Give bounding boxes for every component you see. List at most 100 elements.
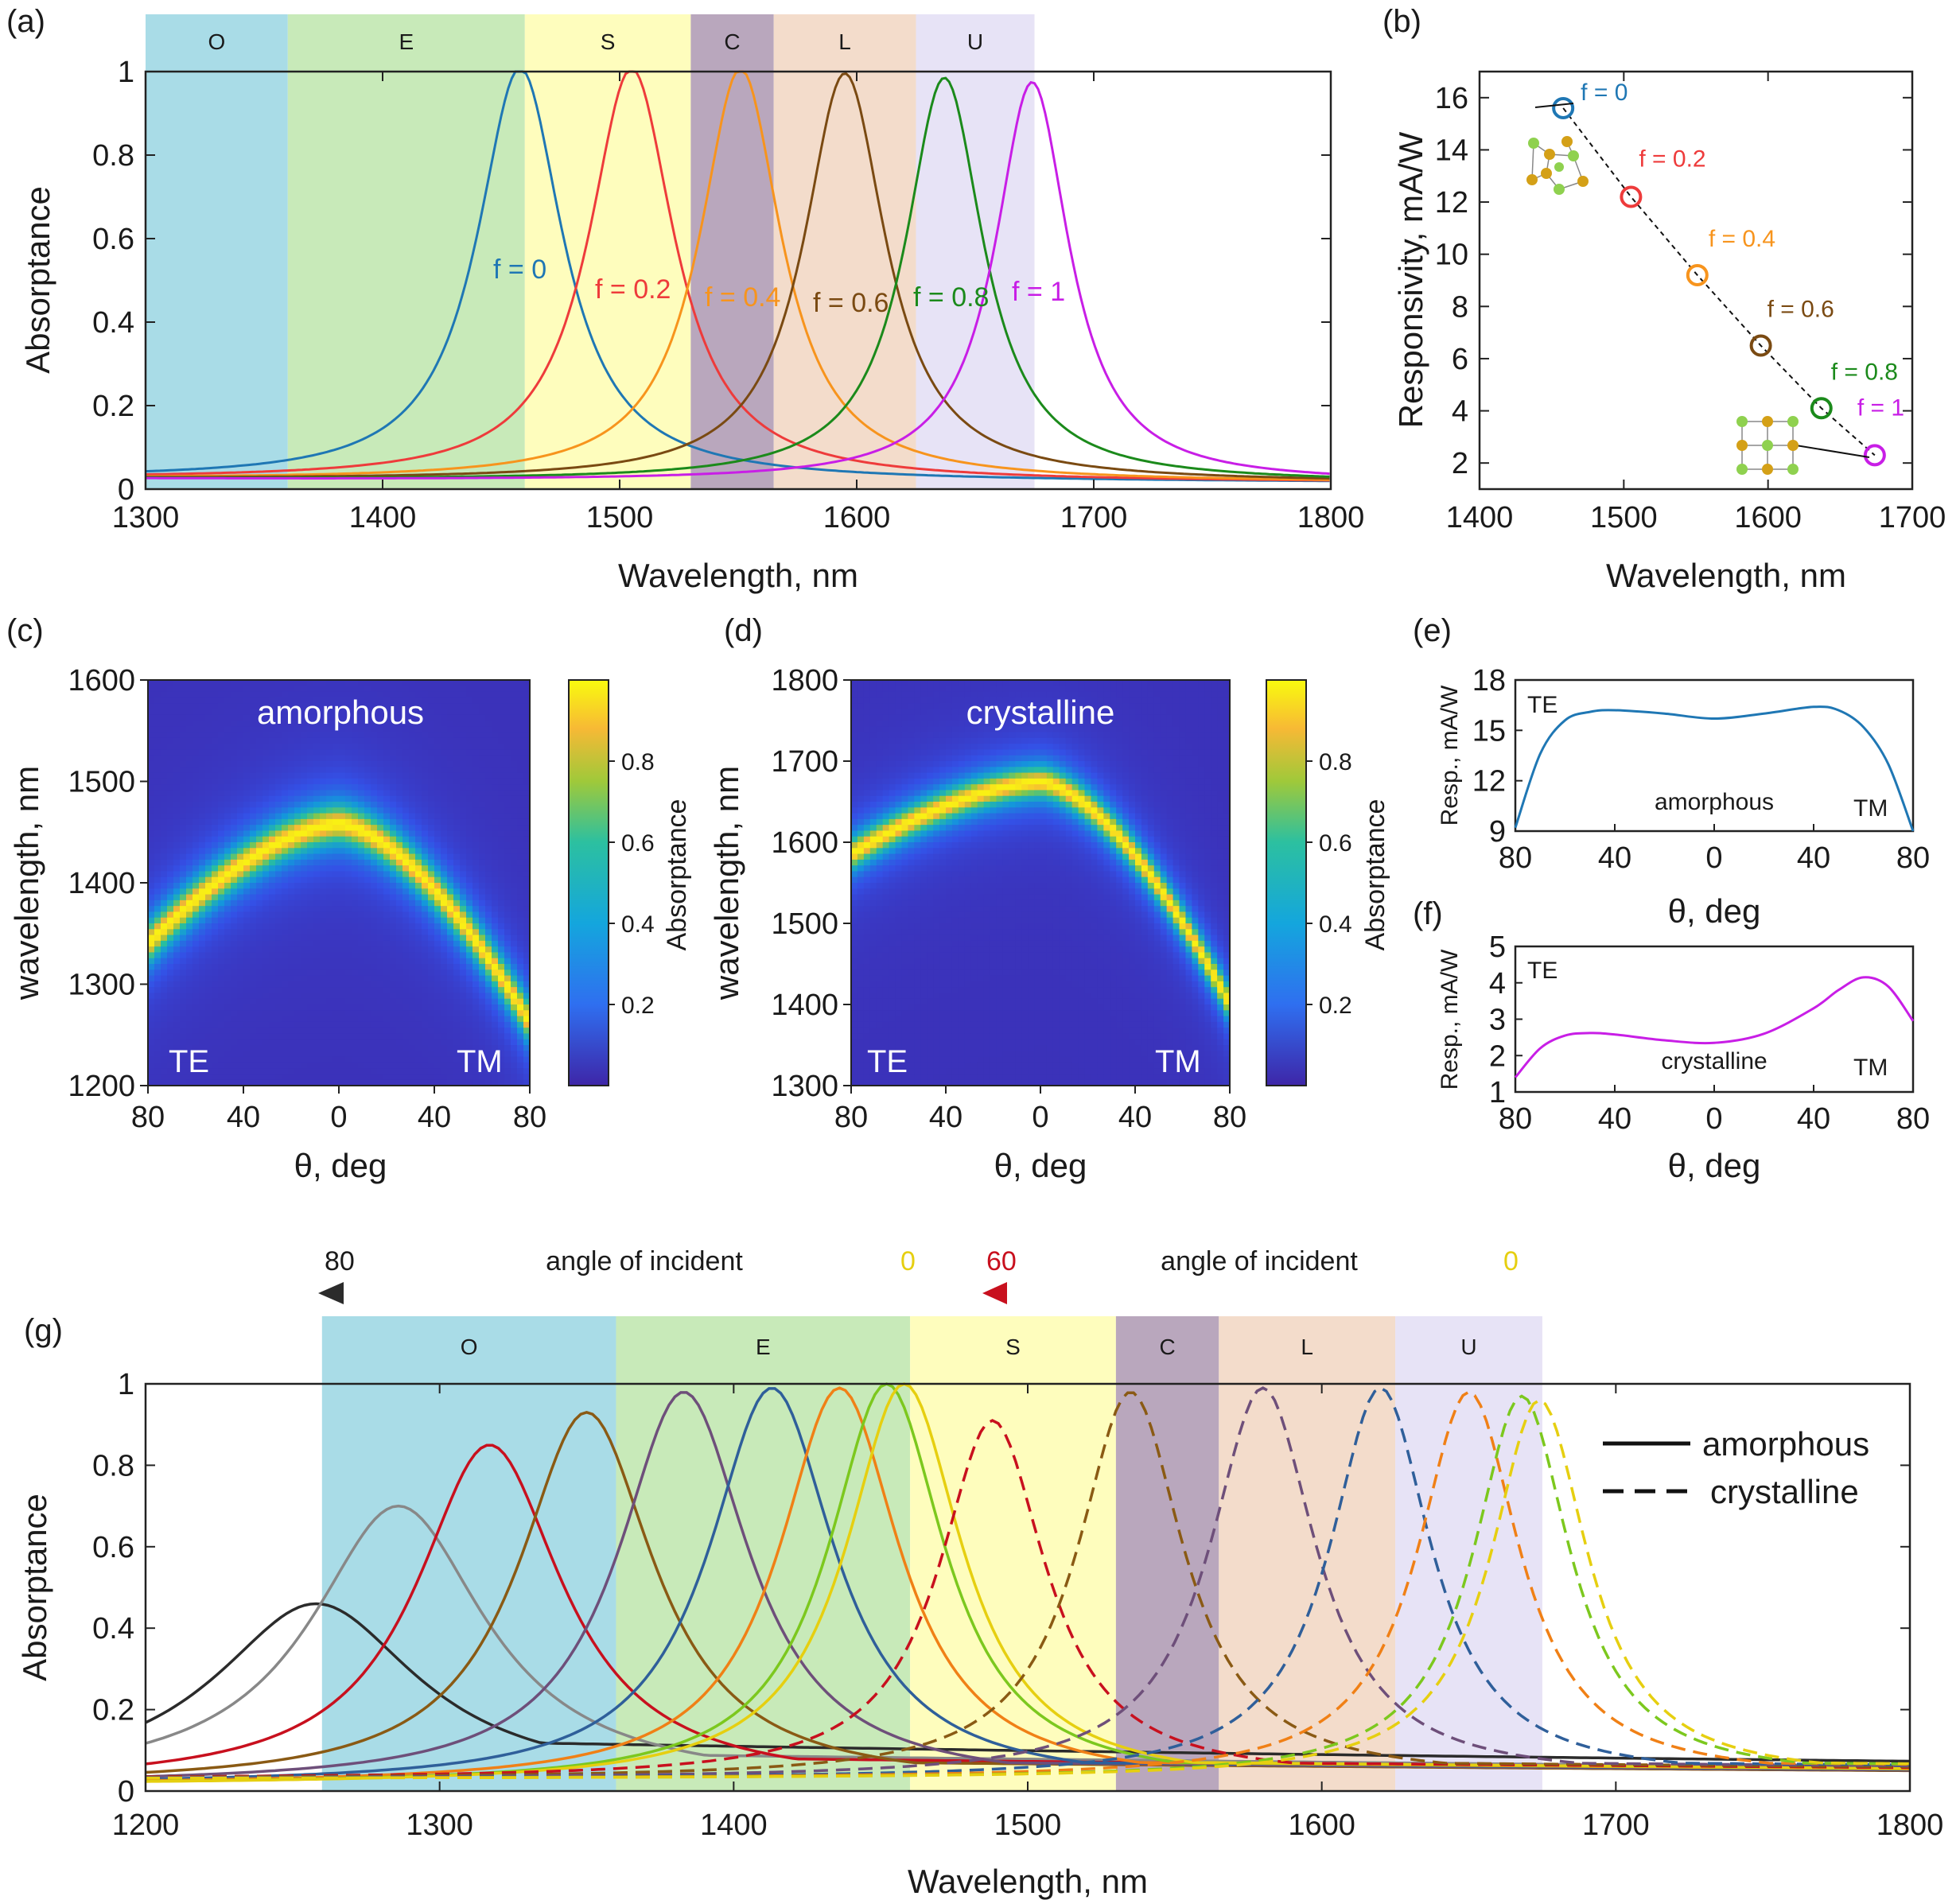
heat-cell [180, 813, 187, 820]
heat-cell [460, 818, 467, 826]
heat-cell [339, 761, 346, 767]
heat-cell [243, 1062, 251, 1069]
heat-cell [345, 807, 352, 814]
heat-cell [148, 1016, 155, 1023]
heat-cell [224, 929, 231, 936]
heat-cell [869, 714, 877, 721]
heat-cell [517, 697, 524, 704]
heat-cell [294, 888, 301, 896]
heat-cell [498, 848, 505, 855]
heat-cell [472, 778, 480, 785]
heat-cell [402, 981, 410, 988]
heat-cell [895, 899, 903, 907]
heat-cell [485, 853, 492, 861]
heat-cell [402, 888, 410, 896]
heat-cell [282, 993, 289, 1000]
heat-cell [485, 883, 492, 889]
heat-cell [441, 795, 448, 802]
heat-cell [402, 737, 410, 744]
heat-cell [320, 981, 327, 988]
heat-cell [492, 859, 499, 866]
heat-cell [224, 1079, 231, 1086]
heat-cell [523, 784, 531, 791]
heat-cell [339, 888, 346, 896]
heat-cell [498, 1028, 505, 1035]
heat-cell [447, 1016, 454, 1023]
heat-cell [434, 899, 441, 907]
heat-cell [294, 744, 301, 751]
heat-cell [504, 749, 511, 756]
heat-cell [383, 807, 391, 814]
heat-cell [205, 1010, 212, 1017]
heat-cell [498, 906, 505, 913]
heat-cell [511, 795, 518, 802]
heat-cell [472, 853, 480, 861]
heat-cell [161, 830, 168, 837]
heat-cell [857, 853, 865, 861]
heat-cell [301, 1079, 308, 1086]
heat-cell [352, 917, 359, 924]
x-tick-label: 1700 [1060, 501, 1128, 534]
heat-cell [409, 906, 416, 913]
heat-cell [441, 1039, 448, 1046]
heat-cell [441, 865, 448, 872]
heat-cell [517, 761, 524, 767]
heat-cell [453, 772, 461, 779]
heat-cell [180, 883, 187, 889]
heat-cell [422, 830, 429, 837]
heat-cell [889, 1056, 896, 1063]
heat-cell [250, 975, 257, 982]
heat-cell [472, 830, 480, 837]
heat-cell [180, 848, 187, 855]
heat-cell [498, 784, 505, 791]
heat-cell [851, 871, 858, 878]
heat-cell [876, 697, 884, 704]
heat-cell [492, 836, 499, 843]
heat-cell [517, 1074, 524, 1081]
heat-cell [352, 946, 359, 954]
heat-cell [332, 1028, 340, 1035]
heat-cell [307, 853, 314, 861]
heat-cell [869, 1004, 877, 1011]
heat-cell [332, 969, 340, 977]
heat-cell [352, 1004, 359, 1011]
heat-cell [262, 737, 270, 744]
heat-cell [371, 1016, 378, 1023]
heat-cell [396, 911, 403, 919]
heat-cell [339, 1079, 346, 1086]
heat-cell [409, 825, 416, 832]
heat-cell [243, 929, 251, 936]
heat-cell [288, 859, 295, 866]
heat-cell [275, 795, 282, 802]
heat-cell [901, 784, 908, 791]
heat-cell [224, 1056, 231, 1063]
heat-cell [231, 726, 238, 733]
heat-cell [173, 998, 181, 1005]
heat-cell [371, 703, 378, 710]
heat-cell [415, 1004, 422, 1011]
heat-cell [148, 940, 155, 947]
heat-cell [371, 686, 378, 693]
heat-cell [167, 842, 174, 849]
heat-cell [396, 1021, 403, 1028]
heat-cell [390, 680, 397, 686]
heat-cell [256, 883, 263, 889]
heat-cell [371, 888, 378, 896]
heat-cell [186, 853, 193, 861]
heat-cell [851, 714, 858, 721]
heat-cell [301, 795, 308, 802]
heat-cell [301, 778, 308, 785]
heat-cell [313, 767, 321, 774]
heat-cell [339, 703, 346, 710]
heat-cell [863, 859, 871, 866]
heat-cell [224, 726, 231, 733]
heat-cell [364, 772, 371, 779]
heat-cell [167, 802, 174, 808]
heat-cell [294, 1033, 301, 1040]
heat-cell [889, 969, 896, 977]
heat-cell [307, 818, 314, 826]
heat-cell [857, 744, 865, 751]
heat-cell [895, 830, 903, 837]
heat-cell [256, 778, 263, 785]
heat-cell [492, 825, 499, 832]
